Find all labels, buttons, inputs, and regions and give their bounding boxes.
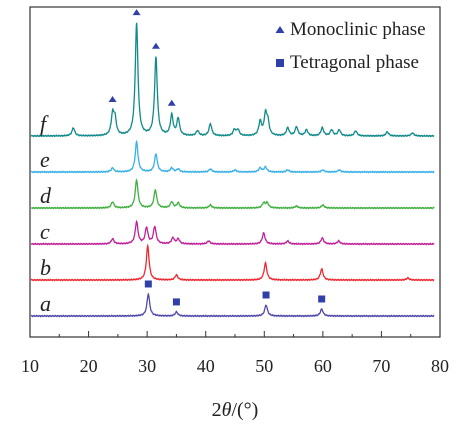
curve-d xyxy=(30,178,435,210)
x-tick-label-70: 70 xyxy=(372,356,390,376)
monoclinic-marker xyxy=(132,9,141,16)
tetragonal-marker xyxy=(172,298,180,306)
curve-label-e: e xyxy=(40,147,50,172)
tetragonal-marker xyxy=(262,291,270,299)
x-axis-ticks: 10 20 30 40 50 60 70 80 xyxy=(21,331,449,376)
curve-label-f: f xyxy=(40,111,49,136)
x-axis-title: 2θ/(°) xyxy=(212,399,259,421)
curve-c xyxy=(30,219,435,246)
legend: Monoclinic phase Tetragonal phase xyxy=(275,19,426,73)
curve-label-c: c xyxy=(40,219,50,244)
x-tick-label-30: 30 xyxy=(138,356,156,376)
x-tick-label-20: 20 xyxy=(80,356,98,376)
phase-markers xyxy=(108,9,326,306)
series-curves xyxy=(30,22,435,318)
x-axis-title-post: /(°) xyxy=(231,399,258,421)
x-tick-label-50: 50 xyxy=(255,356,273,376)
x-axis-title-pre: 2 xyxy=(212,399,222,421)
x-tick-label-60: 60 xyxy=(314,356,332,376)
x-tick-label-40: 40 xyxy=(197,356,215,376)
curve-a xyxy=(30,292,435,318)
monoclinic-marker xyxy=(151,42,160,49)
legend-tetragonal-label: Tetragonal phase xyxy=(290,52,419,73)
curve-f xyxy=(30,22,435,138)
monoclinic-marker xyxy=(108,96,117,103)
legend-tetragonal-marker xyxy=(276,59,284,67)
monoclinic-marker xyxy=(167,99,176,106)
curve-label-a: a xyxy=(40,291,51,316)
curve-label-d: d xyxy=(40,183,52,208)
legend-monoclinic-marker xyxy=(275,26,285,33)
curve-b xyxy=(30,243,435,282)
tetragonal-marker xyxy=(318,295,326,303)
x-axis-title-var: θ xyxy=(222,399,232,421)
legend-monoclinic-label: Monoclinic phase xyxy=(290,19,426,40)
curve-e xyxy=(30,139,435,174)
tetragonal-marker xyxy=(144,280,152,288)
x-tick-label-10: 10 xyxy=(21,356,39,376)
x-tick-label-80: 80 xyxy=(431,356,449,376)
curve-label-b: b xyxy=(40,255,51,280)
